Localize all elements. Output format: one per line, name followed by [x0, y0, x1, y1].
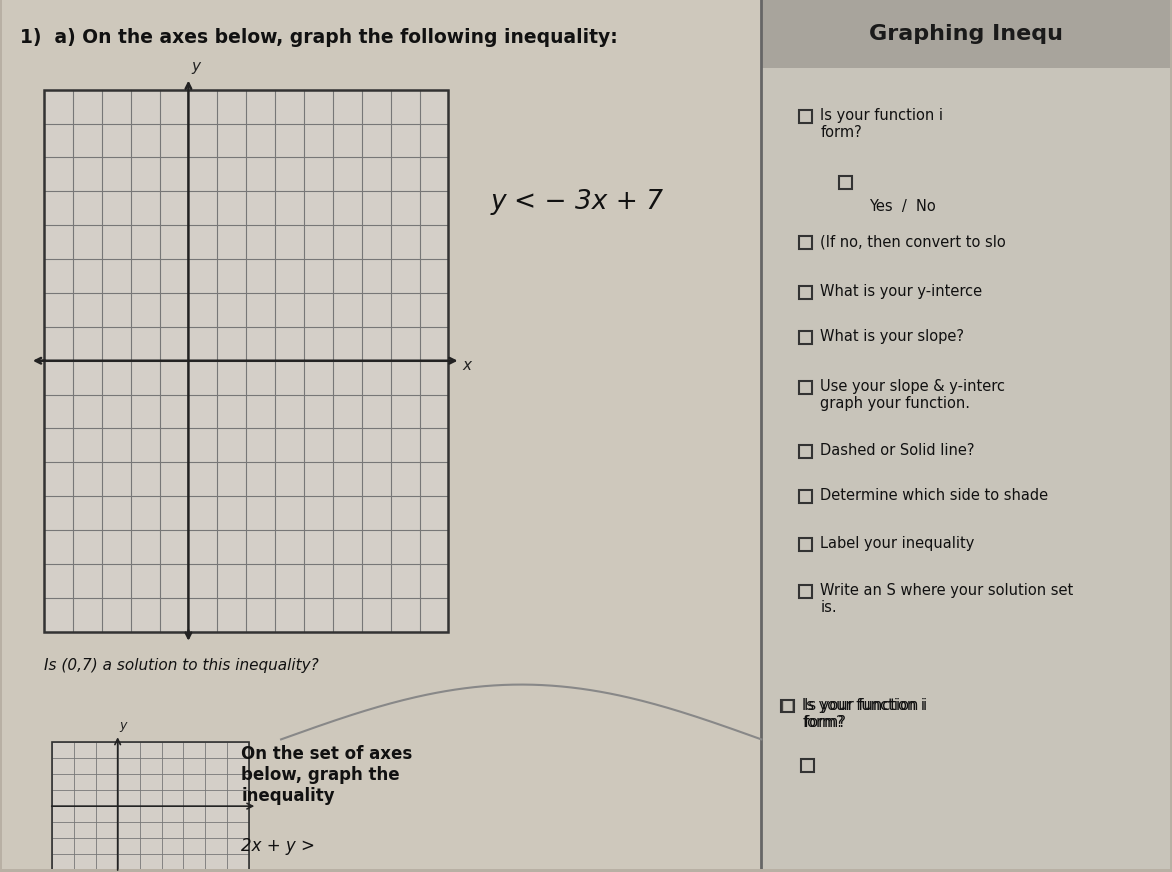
Text: □  Is your function i
     form?: □ Is your function i form? [782, 698, 927, 730]
Text: 1)  a) On the axes below, graph the following inequality:: 1) a) On the axes below, graph the follo… [20, 28, 618, 47]
Bar [799, 490, 812, 503]
Text: Is your function i
form?: Is your function i form? [802, 698, 925, 730]
Text: Label your inequality: Label your inequality [820, 536, 975, 551]
Text: Is (0,7) a solution to this inequality?: Is (0,7) a solution to this inequality? [43, 657, 319, 672]
Bar [799, 330, 812, 344]
Text: y: y [120, 719, 127, 732]
Bar [52, 742, 250, 870]
Text: x: x [463, 358, 471, 372]
Bar [799, 236, 812, 249]
Bar [43, 90, 449, 631]
Bar [799, 585, 812, 598]
Text: Determine which side to shade: Determine which side to shade [820, 488, 1048, 503]
Bar [52, 742, 250, 870]
Bar [839, 176, 852, 189]
Bar [43, 90, 449, 631]
Text: What is your y-interce: What is your y-interce [820, 284, 982, 299]
Text: y < − 3x + 7: y < − 3x + 7 [490, 189, 663, 215]
Text: On the set of axes
below, graph the
inequality: On the set of axes below, graph the ineq… [241, 746, 413, 805]
Bar [799, 446, 812, 459]
Bar [762, 0, 1170, 68]
Bar [799, 110, 812, 123]
Bar [799, 286, 812, 299]
Bar [762, 0, 1170, 869]
Bar [782, 699, 795, 712]
Text: y: y [191, 58, 200, 74]
Text: 2x + y >: 2x + y > [241, 837, 315, 855]
Text: Yes  /  No: Yes / No [868, 200, 935, 215]
Bar [799, 538, 812, 551]
Text: Use your slope & y-interc
graph your function.: Use your slope & y-interc graph your fun… [820, 378, 1006, 411]
Bar [802, 760, 815, 773]
Text: (If no, then convert to slo: (If no, then convert to slo [820, 235, 1006, 249]
Text: What is your slope?: What is your slope? [820, 329, 965, 344]
Text: Write an S where your solution set
is.: Write an S where your solution set is. [820, 583, 1074, 616]
Text: Graphing Inequ: Graphing Inequ [868, 24, 1063, 44]
Text: Is your function i
form?: Is your function i form? [820, 107, 943, 140]
Text: Dashed or Solid line?: Dashed or Solid line? [820, 444, 975, 459]
Bar [799, 381, 812, 393]
